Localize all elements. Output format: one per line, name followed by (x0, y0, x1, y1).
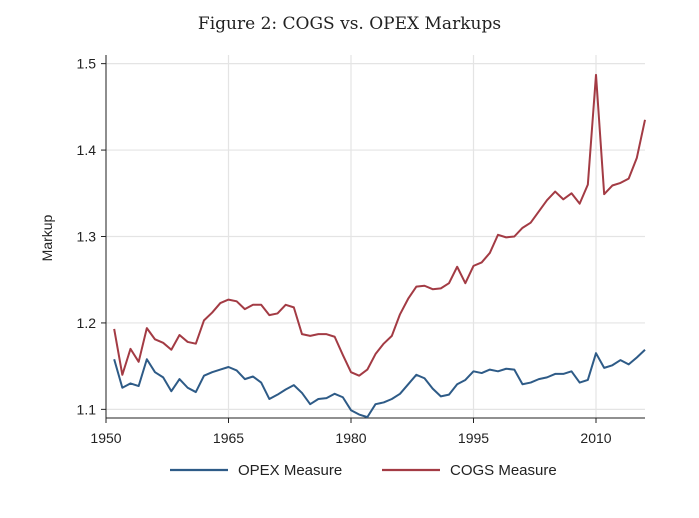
gridlines (105, 55, 645, 418)
x-tick-label: 1980 (335, 430, 366, 446)
x-tick-label: 1995 (458, 430, 489, 446)
series-line-opex-measure (113, 348, 646, 419)
legend-label: COGS Measure (450, 462, 557, 479)
y-tick-label: 1.4 (77, 142, 97, 158)
y-axis-ticks: 1.1 1.2 1.3 1.4 1.5 (77, 56, 106, 417)
series-lines (113, 73, 646, 419)
y-tick-label: 1.5 (77, 56, 97, 72)
y-tick-label: 1.1 (77, 401, 97, 417)
chart-title: Figure 2: COGS vs. OPEX Markups (197, 14, 502, 34)
x-tick-label: 1965 (213, 430, 244, 446)
x-axis-ticks: 1950 1965 1980 1995 2010 (90, 418, 612, 446)
y-axis-label: Markup (39, 214, 55, 261)
series-line-cogs-measure (113, 73, 646, 377)
x-tick-label: 2010 (580, 430, 611, 446)
y-tick-label: 1.2 (77, 315, 97, 331)
legend: OPEX Measure COGS Measure (170, 462, 557, 479)
legend-label: OPEX Measure (238, 462, 342, 479)
x-tick-label: 1950 (90, 430, 121, 446)
y-tick-label: 1.3 (77, 229, 97, 245)
